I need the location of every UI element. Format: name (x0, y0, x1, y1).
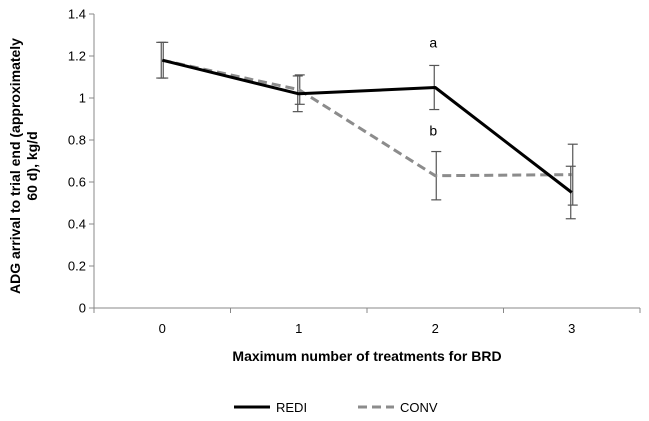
y-tick-label: 0.6 (68, 175, 86, 190)
x-tick-label: 0 (159, 321, 166, 336)
y-tick-label: 0 (79, 301, 86, 316)
chart-axes: 0 0.2 0.4 0.6 0.8 1 1.2 1.4 0 1 2 3 Maximum number o… (7, 7, 641, 364)
series-line-conv (161, 58, 572, 178)
x-axis-title: Maximum number of treatments for BRD (232, 348, 501, 364)
y-axis-title-line: 60 d), kg/d (24, 131, 40, 200)
chart-legend: REDI CONV (234, 400, 438, 415)
y-tick-label: 1.4 (68, 7, 86, 22)
legend-label-conv: CONV (400, 400, 438, 415)
x-tick-label: 1 (295, 321, 302, 336)
x-tick-label: 2 (432, 321, 439, 336)
significance-letter: b (429, 123, 437, 139)
y-axis-title: ADG arrival to trial end (approximately6… (7, 38, 40, 294)
y-tick-label: 1 (79, 91, 86, 106)
chart-annotations: ab (429, 34, 437, 138)
y-tick-label: 1.2 (68, 49, 86, 64)
y-axis-title-line: ADG arrival to trial end (approximately (7, 38, 23, 294)
x-tick-label: 3 (568, 321, 575, 336)
y-tick-label: 0.2 (68, 259, 86, 274)
y-tick-label: 0.8 (68, 133, 86, 148)
series-redi (156, 41, 576, 220)
y-tick-label: 0.4 (68, 217, 86, 232)
legend-label-redi: REDI (276, 400, 307, 415)
series-line-redi (161, 58, 573, 194)
chart-series (156, 41, 578, 220)
significance-letter: a (429, 34, 437, 50)
series-conv (158, 41, 578, 206)
